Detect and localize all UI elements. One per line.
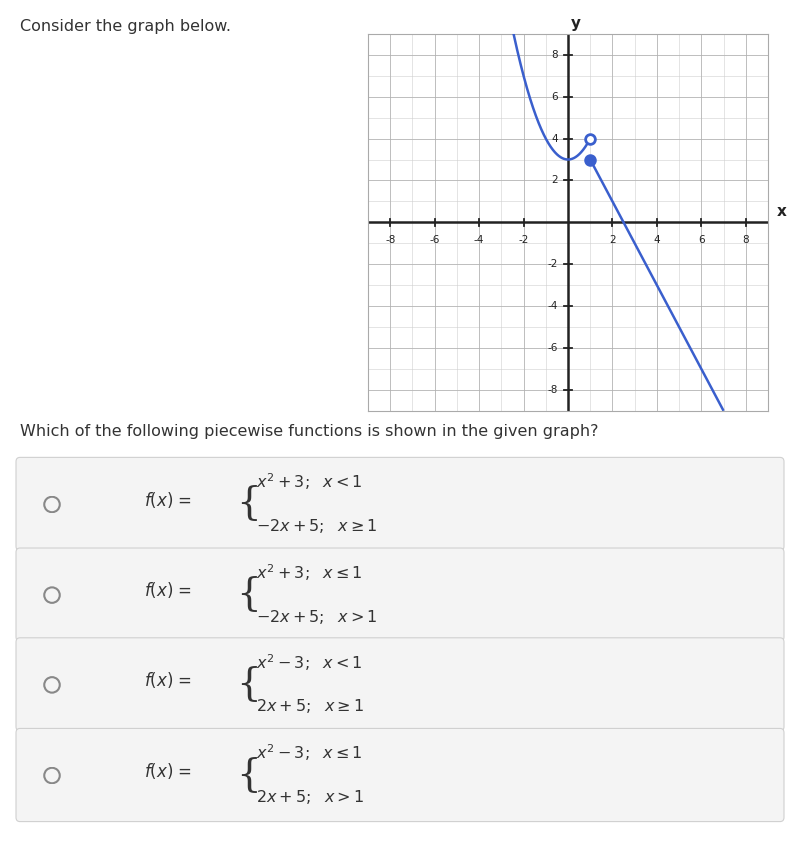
- Text: -8: -8: [548, 385, 558, 395]
- Text: 4: 4: [654, 235, 660, 245]
- Text: 6: 6: [551, 91, 558, 102]
- Text: -4: -4: [548, 301, 558, 311]
- Text: $f(x)$ =: $f(x)$ =: [144, 670, 192, 690]
- Text: {: {: [236, 576, 261, 613]
- Text: $x^2 - 3;$  $x \leq 1$: $x^2 - 3;$ $x \leq 1$: [256, 743, 362, 763]
- Text: y: y: [570, 16, 581, 30]
- Text: -8: -8: [385, 235, 395, 245]
- Text: {: {: [236, 756, 261, 794]
- Text: $-2x + 5;$  $x \geq 1$: $-2x + 5;$ $x \geq 1$: [256, 517, 378, 535]
- Text: $2x + 5;$  $x > 1$: $2x + 5;$ $x > 1$: [256, 788, 364, 806]
- Text: {: {: [236, 666, 261, 703]
- Text: 2: 2: [551, 175, 558, 185]
- Text: $f(x)$ =: $f(x)$ =: [144, 490, 192, 510]
- Text: Which of the following piecewise functions is shown in the given graph?: Which of the following piecewise functio…: [20, 424, 598, 439]
- Text: {: {: [236, 485, 261, 523]
- Text: $x^2 + 3;$  $x \leq 1$: $x^2 + 3;$ $x \leq 1$: [256, 562, 362, 583]
- Text: 4: 4: [551, 134, 558, 144]
- Text: x: x: [776, 204, 786, 219]
- Text: $f(x)$ =: $f(x)$ =: [144, 761, 192, 781]
- Text: -4: -4: [474, 235, 484, 245]
- Text: 2: 2: [609, 235, 616, 245]
- Text: Consider the graph below.: Consider the graph below.: [20, 19, 231, 34]
- Text: 8: 8: [742, 235, 749, 245]
- Text: 6: 6: [698, 235, 705, 245]
- Text: $f(x)$ =: $f(x)$ =: [144, 580, 192, 601]
- Text: $-2x + 5;$  $x > 1$: $-2x + 5;$ $x > 1$: [256, 607, 378, 626]
- Text: -2: -2: [548, 259, 558, 269]
- Text: -2: -2: [518, 235, 529, 245]
- Text: -6: -6: [430, 235, 440, 245]
- Text: $2x + 5;$  $x \geq 1$: $2x + 5;$ $x \geq 1$: [256, 697, 364, 716]
- Text: $x^2 - 3;$  $x < 1$: $x^2 - 3;$ $x < 1$: [256, 652, 362, 673]
- Text: 8: 8: [551, 50, 558, 60]
- Text: $x^2 + 3;$  $x < 1$: $x^2 + 3;$ $x < 1$: [256, 472, 362, 492]
- Text: -6: -6: [548, 343, 558, 353]
